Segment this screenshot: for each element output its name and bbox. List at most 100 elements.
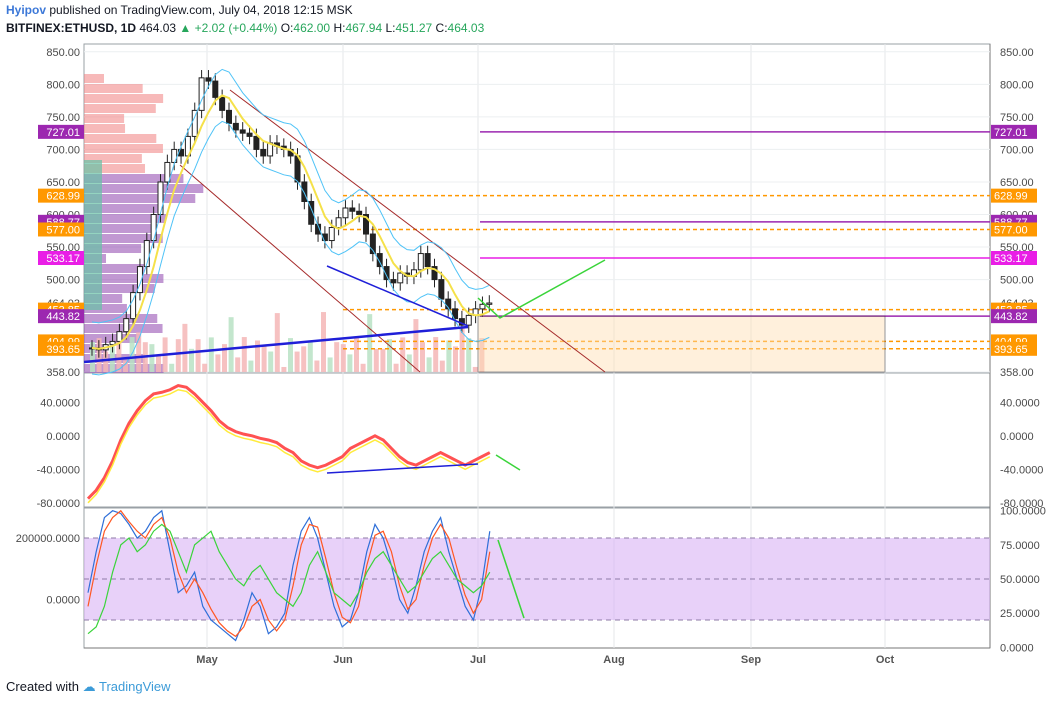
volume-bar [472, 366, 478, 372]
osc-tick-left: 40.0000 [40, 397, 80, 409]
volume-bar [208, 337, 214, 372]
candle-body [123, 318, 130, 333]
price-label-right-bg [991, 188, 1037, 203]
volume-profile-bar [84, 94, 164, 103]
volume-bar [169, 363, 175, 372]
volume-profile-bar [84, 284, 155, 293]
candle-body [486, 302, 493, 305]
low-value: 451.27 [395, 21, 433, 35]
stoch-tick-right: 75.0000 [1000, 540, 1040, 552]
volume-profile-base [84, 160, 102, 310]
price-label-right-bg [991, 251, 1037, 266]
high-label: H: [333, 21, 346, 35]
volume-bar [420, 342, 425, 372]
volume-bar [327, 357, 333, 372]
y-tick-label-left: 500.00 [46, 275, 80, 287]
candle-body [157, 181, 164, 216]
volume-bar [136, 332, 142, 372]
candle-body [465, 314, 472, 326]
oscillator-signal [87, 388, 491, 504]
y-tick-label-left: 700.00 [46, 144, 80, 156]
volume-bar [103, 351, 109, 372]
osc-divergence-line [326, 463, 479, 474]
volume-profile-bar [84, 164, 146, 173]
created-with-label: Created with [6, 679, 79, 694]
candle-body [376, 253, 383, 268]
author-name[interactable]: Hyipov [6, 3, 47, 17]
price-label-right-bg [991, 124, 1037, 139]
y-tick-label-right: 358.00 [1000, 367, 1034, 379]
candle-body [239, 129, 246, 134]
price-label-right-bg [991, 222, 1037, 237]
volume-bar [393, 363, 399, 372]
wedge-trendline [326, 265, 469, 327]
volume-profile-bar [84, 314, 158, 323]
osc-tick-right: -40.0000 [1000, 464, 1043, 476]
price-label-right: 577.00 [994, 224, 1028, 236]
open-label: O: [280, 21, 294, 35]
candle-body [356, 210, 363, 216]
volume-profile-bar [84, 294, 123, 303]
volume-profile-bar [84, 214, 166, 223]
publish-info: published on TradingView.com, July 04, 2… [49, 3, 353, 17]
projection-arrow [477, 259, 606, 319]
volume-bar [373, 348, 379, 372]
osc-tick-right: -80.0000 [1000, 498, 1043, 510]
candle-body [417, 253, 424, 271]
price-label-left-bg [38, 341, 84, 356]
volume-bar [347, 354, 353, 372]
stoch-arrow [497, 539, 525, 619]
candle-body [438, 279, 445, 300]
price-label-left: 727.01 [46, 127, 80, 139]
volume-profile-bar [84, 274, 164, 283]
y-tick-label-right: 500.00 [1000, 275, 1034, 287]
price-label-right: 533.17 [994, 253, 1028, 265]
volume-bar [321, 312, 326, 372]
price-label-left: 443.82 [46, 311, 80, 323]
y-tick-label-right: 650.00 [1000, 177, 1034, 189]
candle-body [232, 122, 239, 131]
candle-body [431, 266, 438, 281]
volume-bar [228, 317, 234, 372]
footer: Created with ☁ TradingView [6, 679, 171, 695]
volume-bar [195, 339, 201, 372]
x-tick-label: Oct [876, 654, 895, 666]
bollinger-upper [91, 68, 490, 324]
volume-bar [307, 340, 313, 372]
open-value: 462.00 [293, 21, 331, 35]
candle-body [212, 80, 219, 98]
volume-profile-bar [84, 244, 142, 253]
volume-bar [413, 319, 419, 372]
volume-bar [274, 313, 280, 372]
price-label-left: 393.65 [46, 344, 80, 356]
y-tick-label-left: 750.00 [46, 112, 80, 124]
osc-arrow [495, 454, 521, 471]
candle-body [328, 227, 335, 242]
tradingview-link[interactable]: TradingView [99, 679, 171, 694]
y-tick-label-right: 750.00 [1000, 112, 1034, 124]
stoch-line [87, 509, 491, 642]
support-trendline [83, 325, 469, 364]
stoch-line [87, 523, 491, 635]
y-tick-label-right: 850.00 [1000, 47, 1034, 59]
y-tick-label-left: 650.00 [46, 177, 80, 189]
stoch-tick-left: 0.0000 [46, 595, 80, 607]
price-label-left: 577.00 [46, 224, 80, 236]
candle-body [424, 253, 431, 268]
osc-tick-left: -40.0000 [37, 464, 80, 476]
candle-body [383, 266, 390, 281]
candle-body [452, 308, 459, 320]
volume-bar [479, 338, 485, 372]
candle-body [164, 161, 171, 183]
volume-bar [215, 354, 221, 372]
price-label-right: 628.99 [994, 191, 1028, 203]
osc-tick-right: 40.0000 [1000, 397, 1040, 409]
volume-profile-bar [84, 174, 184, 183]
candle-body [363, 214, 369, 235]
candle-body [335, 217, 342, 229]
target-zone [477, 315, 886, 373]
volume-profile-bar [84, 104, 156, 113]
volume-bar [189, 348, 194, 372]
volume-bar [433, 337, 439, 372]
